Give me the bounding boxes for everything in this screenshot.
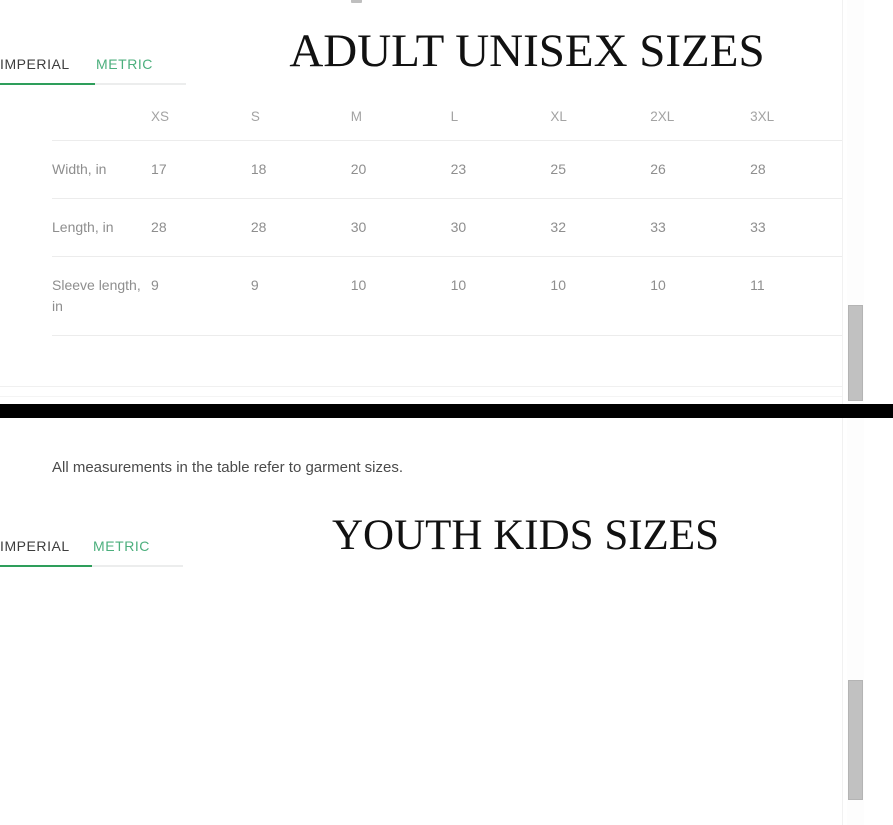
table-row: Length, in 28 28 30 30 32 33 33 <box>52 198 850 257</box>
adult-tail-rule-1 <box>0 386 868 387</box>
adult-cell-length-xs: 28 <box>151 198 251 257</box>
youth-section-title: YOUTH KIDS SIZES <box>332 512 719 559</box>
tab-metric-adult[interactable]: METRIC <box>96 56 153 72</box>
adult-cell-length-m: 30 <box>350 198 451 257</box>
adult-cell-sleeve-3xl: 11 <box>750 256 850 336</box>
tab-imperial-youth[interactable]: IMPERIAL <box>0 538 70 554</box>
adult-cell-sleeve-s: 9 <box>250 256 351 336</box>
adult-col-header-2xl: 2XL <box>650 94 751 141</box>
adult-cell-width-m: 20 <box>350 140 451 199</box>
youth-tab-track <box>0 565 183 567</box>
adult-section-title: ADULT UNISEX SIZES <box>289 25 765 77</box>
adult-tail-rule-2 <box>0 396 868 397</box>
adult-cell-length-l: 30 <box>450 198 551 257</box>
adult-cell-width-xs: 17 <box>151 140 251 199</box>
tab-metric-youth[interactable]: METRIC <box>93 538 150 554</box>
adult-col-header-s: S <box>250 94 351 141</box>
youth-sizes-panel: All measurements in the table refer to g… <box>0 418 893 825</box>
youth-panel-content: All measurements in the table refer to g… <box>0 418 868 825</box>
adult-table-header-row: XS S M L XL 2XL 3XL <box>52 94 850 141</box>
adult-cell-length-3xl: 33 <box>750 198 850 257</box>
adult-corner-header <box>52 94 152 141</box>
adult-header-row: IMPERIAL METRIC ADULT UNISEX SIZES <box>0 28 868 85</box>
adult-tab-track <box>0 83 186 85</box>
adult-scrollbar-thumb[interactable] <box>848 305 863 401</box>
adult-cell-sleeve-xl: 10 <box>550 256 651 336</box>
adult-unit-tabs: IMPERIAL METRIC <box>0 56 186 85</box>
adult-cell-length-xl: 32 <box>550 198 651 257</box>
adult-col-header-m: M <box>350 94 451 141</box>
adult-cell-length-s: 28 <box>250 198 351 257</box>
adult-row-label-length: Length, in <box>52 198 152 257</box>
adult-cell-width-3xl: 28 <box>750 140 850 199</box>
adult-row-label-sleeve: Sleeve length, in <box>52 256 152 336</box>
adult-cell-sleeve-l: 10 <box>450 256 551 336</box>
adult-cell-sleeve-2xl: 10 <box>650 256 751 336</box>
youth-scrollbar-thumb[interactable] <box>848 680 863 800</box>
adult-sizes-panel: IMPERIAL METRIC ADULT UNISEX SIZES <box>0 0 893 404</box>
adult-panel-content: IMPERIAL METRIC ADULT UNISEX SIZES <box>0 0 868 404</box>
youth-header-row: IMPERIAL METRIC YOUTH KIDS SIZES <box>0 514 868 567</box>
adult-col-header-xs: XS <box>151 94 251 141</box>
screenshot-separator-band <box>0 404 893 418</box>
adult-active-tab-indicator <box>0 83 95 85</box>
youth-tab-labels: IMPERIAL METRIC <box>0 538 183 565</box>
youth-active-tab-indicator <box>0 565 92 567</box>
adult-row-label-width: Width, in <box>52 140 152 199</box>
adult-panel-scrollbar[interactable] <box>842 0 868 404</box>
adult-tab-labels: IMPERIAL METRIC <box>0 56 186 83</box>
youth-unit-tabs: IMPERIAL METRIC <box>0 538 183 567</box>
cutoff-artifact <box>351 0 362 3</box>
adult-scrollbar-track[interactable] <box>847 0 864 404</box>
youth-panel-scrollbar[interactable] <box>842 418 868 825</box>
adult-cell-width-l: 23 <box>450 140 551 199</box>
tab-imperial-adult[interactable]: IMPERIAL <box>0 56 70 72</box>
measurements-note: All measurements in the table refer to g… <box>52 459 403 476</box>
adult-col-header-xl: XL <box>550 94 651 141</box>
adult-cell-sleeve-xs: 9 <box>151 256 251 336</box>
adult-cell-width-s: 18 <box>250 140 351 199</box>
table-row: Width, in 17 18 20 23 25 26 28 <box>52 140 850 199</box>
adult-cell-sleeve-m: 10 <box>350 256 451 336</box>
table-row: Sleeve length, in 9 9 10 10 10 10 11 <box>52 256 850 336</box>
adult-cell-width-xl: 25 <box>550 140 651 199</box>
adult-cell-length-2xl: 33 <box>650 198 751 257</box>
adult-sizes-table: XS S M L XL 2XL 3XL Width, in 17 18 20 <box>52 94 850 336</box>
adult-col-header-3xl: 3XL <box>750 94 850 141</box>
adult-col-header-l: L <box>450 94 551 141</box>
adult-cell-width-2xl: 26 <box>650 140 751 199</box>
